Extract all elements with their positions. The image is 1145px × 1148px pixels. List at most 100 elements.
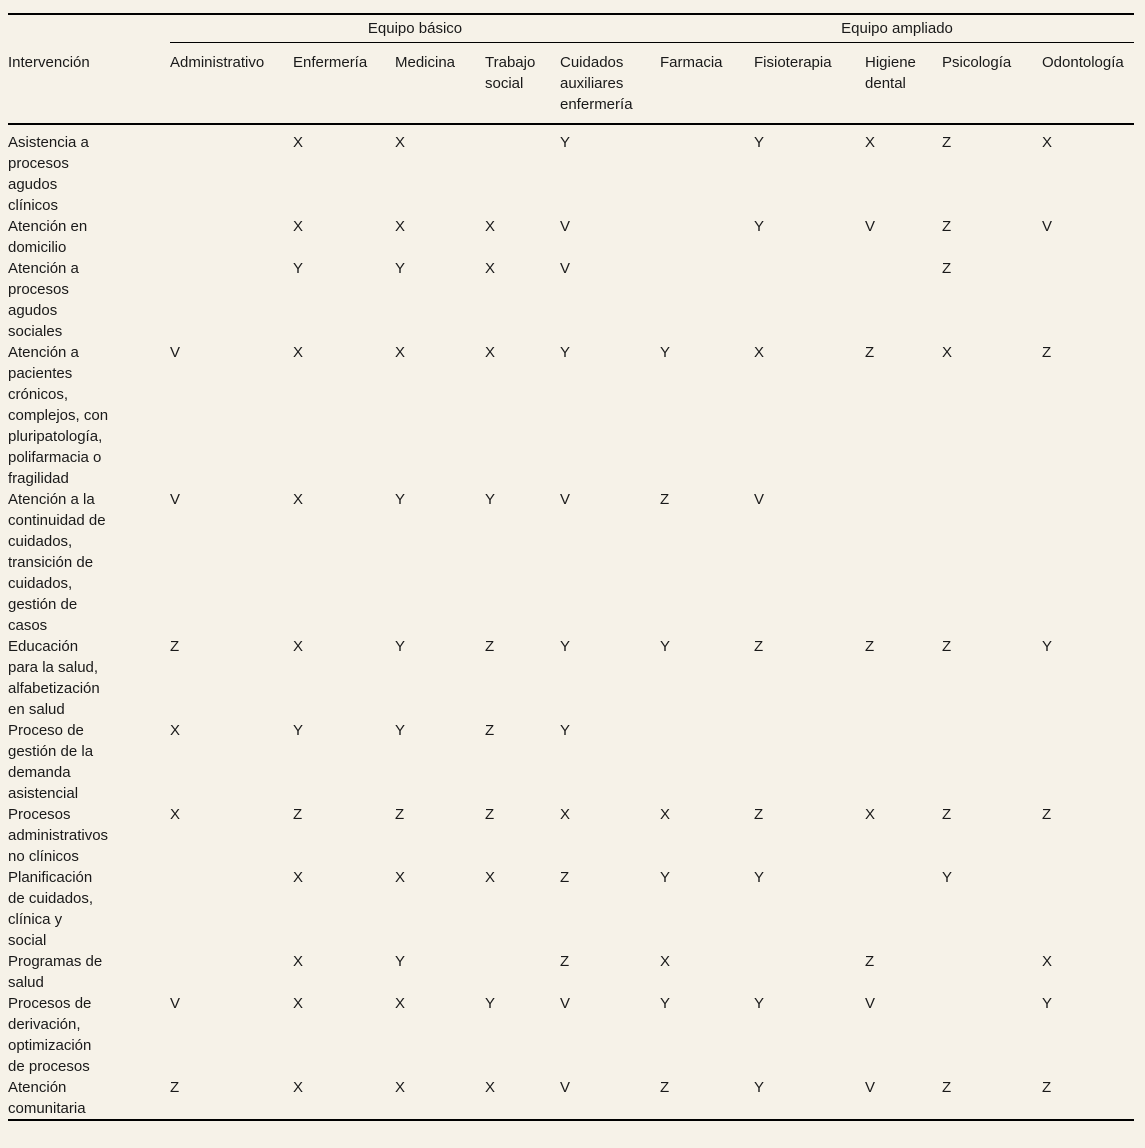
intervention-row-label: Procesos de derivación, optimización de … [8,995,92,1075]
role-involvement-cell: Y [754,869,765,886]
role-involvement-cell [865,720,942,804]
role-involvement-cell: X [395,134,406,151]
column-header-row: Intervención Administrativo Enfermería M… [8,42,1135,125]
role-involvement-cell [660,124,754,216]
table-row: Atención a procesos agudos sociales Y Y X V Z [8,258,1134,342]
role-involvement-cell [1042,489,1134,636]
role-involvement-cell: X [485,869,496,886]
role-involvement-cell: X [865,134,876,151]
table-row: Procesos de derivación, optimización de … [8,993,1134,1077]
role-involvement-cell: Z [865,638,875,655]
role-involvement-cell: Z [1042,1077,1135,1121]
role-involvement-cell: Z [1042,344,1052,361]
role-involvement-cell: Z [1042,806,1052,823]
role-involvement-cell: V [865,218,876,235]
role-involvement-cell: X [293,134,304,151]
role-involvement-cell: Y [293,722,304,739]
role-involvement-cell: Z [865,953,875,970]
role-involvement-cell: Y [754,1077,866,1121]
role-involvement-cell: Z [942,638,952,655]
intervention-row-label: Asistencia a procesos agudos clínicos [8,134,89,214]
role-involvement-cell: X [485,344,496,361]
role-involvement-cell [1042,720,1134,804]
role-involvement-cell: Y [485,491,496,508]
column-header-intervencion: Intervención [8,42,170,125]
group-header-equipo-ampliado: Equipo ampliado [660,14,1135,43]
table-body: Asistencia a procesos agudos clínicos X X Y… [8,124,1135,1121]
role-involvement-cell: Y [660,344,671,361]
intervention-row-label: Atención comunitaria [8,1077,170,1121]
role-involvement-cell: Y [1042,995,1053,1012]
intervention-row-label: Atención a procesos agudos sociales [8,260,79,340]
role-involvement-cell: X [395,344,406,361]
role-involvement-cell: Y [942,869,953,886]
role-involvement-cell: V [170,995,181,1012]
column-header-farmacia: Farmacia [660,42,755,125]
role-involvement-cell [942,951,1042,993]
column-header-trabajo-social: Trabajo social [485,42,560,125]
role-involvement-cell: X [485,1077,560,1121]
role-involvement-cell: Z [754,638,764,655]
role-involvement-cell [942,993,1042,1077]
role-involvement-cell [485,124,560,216]
role-involvement-cell: X [293,491,304,508]
role-involvement-cell: V [170,344,181,361]
role-involvement-cell [660,720,754,804]
role-involvement-cell: Y [293,260,304,277]
role-involvement-cell: X [395,1077,485,1121]
role-involvement-cell: X [660,806,671,823]
role-involvement-cell: Z [560,869,570,886]
role-involvement-cell: Z [560,953,570,970]
role-involvement-cell: Y [660,869,671,886]
role-involvement-cell: V [560,218,571,235]
intervention-row-label: Atención a pacientes crónicos, complejos… [8,344,109,487]
role-involvement-cell [865,867,942,951]
role-involvement-cell: Z [395,806,405,823]
role-involvement-cell: X [293,344,304,361]
corner-spacer [8,14,170,43]
role-involvement-cell [170,951,293,993]
group-header-equipo-basico: Equipo básico [170,14,661,43]
intervention-row-label: Atención a la continuidad de cuidados, t… [8,491,106,634]
table-row: Atención a la continuidad de cuidados, t… [8,489,1134,636]
role-involvement-cell: Z [660,1077,755,1121]
column-header-psicologia: Psicología [942,42,1043,125]
intervention-row-label: Planificación de cuidados, clínica y soc… [8,869,94,949]
column-header-odontologia: Odontología [1042,42,1135,125]
role-involvement-cell: V [754,491,765,508]
role-involvement-cell: X [395,218,406,235]
role-involvement-cell: X [170,806,181,823]
role-involvement-cell: Z [865,344,875,361]
role-involvement-cell: Y [560,638,571,655]
role-involvement-cell: X [395,995,406,1012]
role-involvement-cell [170,258,293,342]
role-involvement-cell: X [1042,953,1053,970]
role-involvement-cell: Y [395,722,406,739]
column-header-medicina: Medicina [395,42,485,125]
role-involvement-cell: V [170,491,181,508]
role-involvement-cell: V [560,995,571,1012]
role-involvement-cell [942,720,1042,804]
role-involvement-cell: Y [395,953,406,970]
role-involvement-cell: X [865,806,876,823]
intervention-row-label: Proceso de gestión de la demanda asisten… [8,722,94,802]
role-involvement-cell: X [293,1077,395,1121]
role-involvement-cell [660,258,754,342]
role-involvement-cell [865,489,942,636]
table-row: Planificación de cuidados, clínica y soc… [8,867,1134,951]
column-header-administrativo: Administrativo [170,42,293,125]
role-involvement-cell [754,258,865,342]
table-row: Procesos administrativos no clínicos X Z Z Z… [8,804,1134,867]
role-involvement-cell: V [560,1077,661,1121]
role-involvement-cell: Z [170,1077,293,1121]
role-involvement-cell: X [660,953,671,970]
role-involvement-cell: V [865,1077,943,1121]
role-involvement-cell [660,216,754,258]
role-involvement-cell: X [293,953,304,970]
role-involvement-cell: X [485,260,496,277]
table-row: Atención comunitaria Z X X X V Z Y V Z Z [8,1077,1135,1121]
role-involvement-cell: Y [395,260,406,277]
role-involvement-cell: Z [942,1077,1043,1121]
role-involvement-cell: Y [660,995,671,1012]
role-involvement-cell: X [754,344,765,361]
